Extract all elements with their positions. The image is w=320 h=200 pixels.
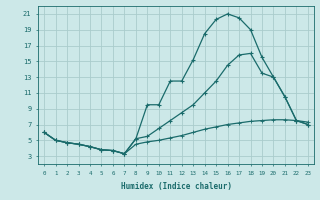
X-axis label: Humidex (Indice chaleur): Humidex (Indice chaleur) <box>121 182 231 191</box>
